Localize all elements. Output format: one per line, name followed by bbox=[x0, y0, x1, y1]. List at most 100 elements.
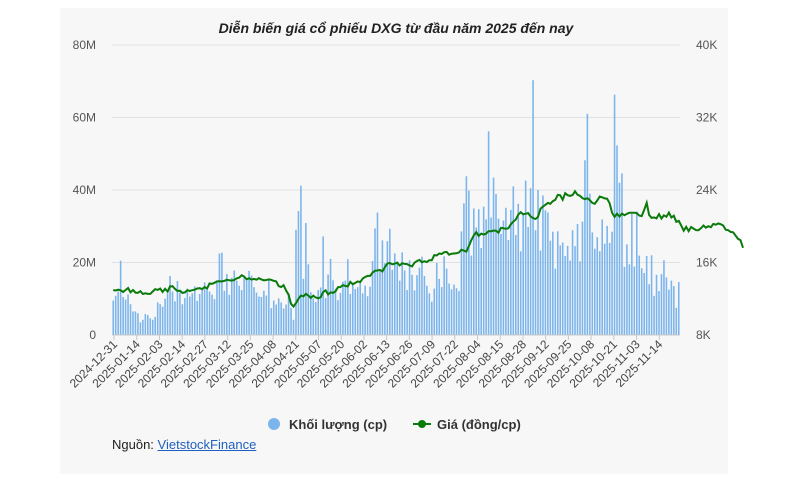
volume-bar bbox=[312, 298, 315, 335]
volume-bar bbox=[119, 260, 122, 335]
volume-bar bbox=[517, 203, 520, 335]
volume-bar bbox=[221, 252, 223, 335]
volume-bar bbox=[230, 277, 233, 335]
volume-bar bbox=[433, 288, 436, 335]
volume-bar bbox=[381, 240, 384, 335]
volume-bar bbox=[648, 284, 650, 335]
volume-bar bbox=[660, 274, 663, 335]
volume-bar bbox=[174, 301, 176, 335]
volume-bar bbox=[307, 264, 310, 335]
volume-bar bbox=[502, 220, 505, 335]
volume-bar bbox=[290, 307, 292, 335]
legend-item-volume[interactable]: Khối lượng (cp) bbox=[268, 417, 387, 432]
volume-bar bbox=[677, 282, 680, 335]
volume-bar bbox=[134, 311, 137, 335]
volume-bar bbox=[465, 176, 468, 335]
volume-bar bbox=[347, 259, 349, 335]
volume-bar bbox=[317, 290, 319, 335]
legend[interactable]: Khối lượng (cp) Giá (đồng/cp) bbox=[268, 417, 521, 432]
volume-bar bbox=[586, 113, 589, 335]
volume-bar bbox=[566, 245, 569, 335]
volume-bar bbox=[490, 217, 492, 335]
volume-bar bbox=[428, 293, 431, 335]
volume-bar bbox=[569, 260, 571, 335]
volume-bar bbox=[376, 212, 379, 335]
volume-bar bbox=[527, 226, 529, 335]
volume-bar bbox=[191, 293, 194, 335]
volume-bar bbox=[265, 295, 268, 335]
volume-bar bbox=[421, 256, 423, 335]
volume-bar bbox=[314, 302, 317, 335]
volume-bar bbox=[391, 269, 394, 335]
volume-bar bbox=[561, 242, 564, 335]
volume-bar bbox=[455, 288, 458, 335]
volume-bar bbox=[351, 282, 354, 335]
volume-bar bbox=[171, 291, 174, 335]
volume-bar bbox=[142, 319, 144, 335]
volume-bar bbox=[440, 287, 443, 335]
volume-bar bbox=[161, 306, 164, 335]
volume-bar bbox=[512, 186, 515, 335]
volume-bar bbox=[475, 227, 478, 335]
gridlines bbox=[112, 44, 680, 263]
volume-bar bbox=[393, 253, 396, 335]
volume-bar bbox=[623, 266, 626, 335]
volume-bar bbox=[633, 266, 636, 335]
volume-bar bbox=[238, 285, 240, 335]
volume-bar bbox=[379, 271, 381, 335]
volume-bar bbox=[285, 304, 287, 335]
volume-bar bbox=[112, 300, 115, 335]
volume-bar bbox=[196, 300, 198, 335]
legend-price-marker bbox=[418, 420, 426, 428]
volume-bar bbox=[554, 268, 557, 335]
volume-bar bbox=[137, 313, 139, 335]
volume-bar bbox=[240, 290, 243, 335]
volume-bar bbox=[223, 290, 226, 335]
volume-bar bbox=[438, 278, 441, 335]
volume-bar bbox=[458, 291, 460, 335]
volume-bar bbox=[418, 267, 421, 335]
volume-bar bbox=[164, 298, 166, 335]
volume-bar bbox=[243, 277, 245, 335]
volume-bar bbox=[201, 289, 203, 335]
right-tick-label: 16K bbox=[696, 256, 717, 270]
volume-bar bbox=[542, 195, 544, 335]
volume-bar bbox=[406, 290, 408, 335]
legend-item-price[interactable]: Giá (đồng/cp) bbox=[413, 417, 521, 432]
volume-bar bbox=[552, 231, 554, 335]
volume-bar bbox=[426, 285, 428, 335]
volume-bar bbox=[645, 255, 648, 335]
volume-bar bbox=[411, 274, 413, 335]
volume-bar bbox=[638, 255, 641, 335]
volume-bar bbox=[384, 263, 386, 335]
volume-bar bbox=[364, 285, 366, 335]
volume-bar bbox=[297, 211, 300, 335]
legend-volume-label: Khối lượng (cp) bbox=[289, 417, 387, 432]
source-link[interactable]: VietstockFinance bbox=[157, 437, 257, 452]
volume-bar bbox=[653, 295, 655, 335]
volume-bar bbox=[482, 206, 485, 335]
volume-bar bbox=[398, 280, 401, 335]
volume-bar bbox=[571, 230, 574, 335]
left-tick-label: 60M bbox=[73, 111, 96, 125]
volume-bar bbox=[369, 286, 371, 335]
volume-bar bbox=[529, 188, 532, 335]
volume-bar bbox=[668, 289, 670, 335]
volume-bar bbox=[263, 290, 265, 335]
volume-bar bbox=[534, 230, 537, 335]
volume-bar bbox=[189, 296, 191, 335]
volume-bar bbox=[613, 94, 616, 335]
volume-bar bbox=[665, 277, 668, 335]
x-axis-ticks: 2024-12-312025-01-142025-02-032025-02-14… bbox=[67, 335, 666, 391]
volume-bar bbox=[611, 231, 613, 335]
volume-bar bbox=[598, 251, 601, 335]
volume-bar bbox=[226, 274, 228, 335]
price-line bbox=[113, 189, 744, 309]
volume-bar bbox=[356, 287, 359, 335]
volume-bar bbox=[640, 268, 643, 335]
volume-bar bbox=[514, 234, 517, 335]
volume-bar bbox=[349, 294, 352, 335]
volume-bar bbox=[670, 280, 673, 335]
volume-bar bbox=[445, 268, 448, 335]
volume-bar bbox=[564, 255, 566, 335]
